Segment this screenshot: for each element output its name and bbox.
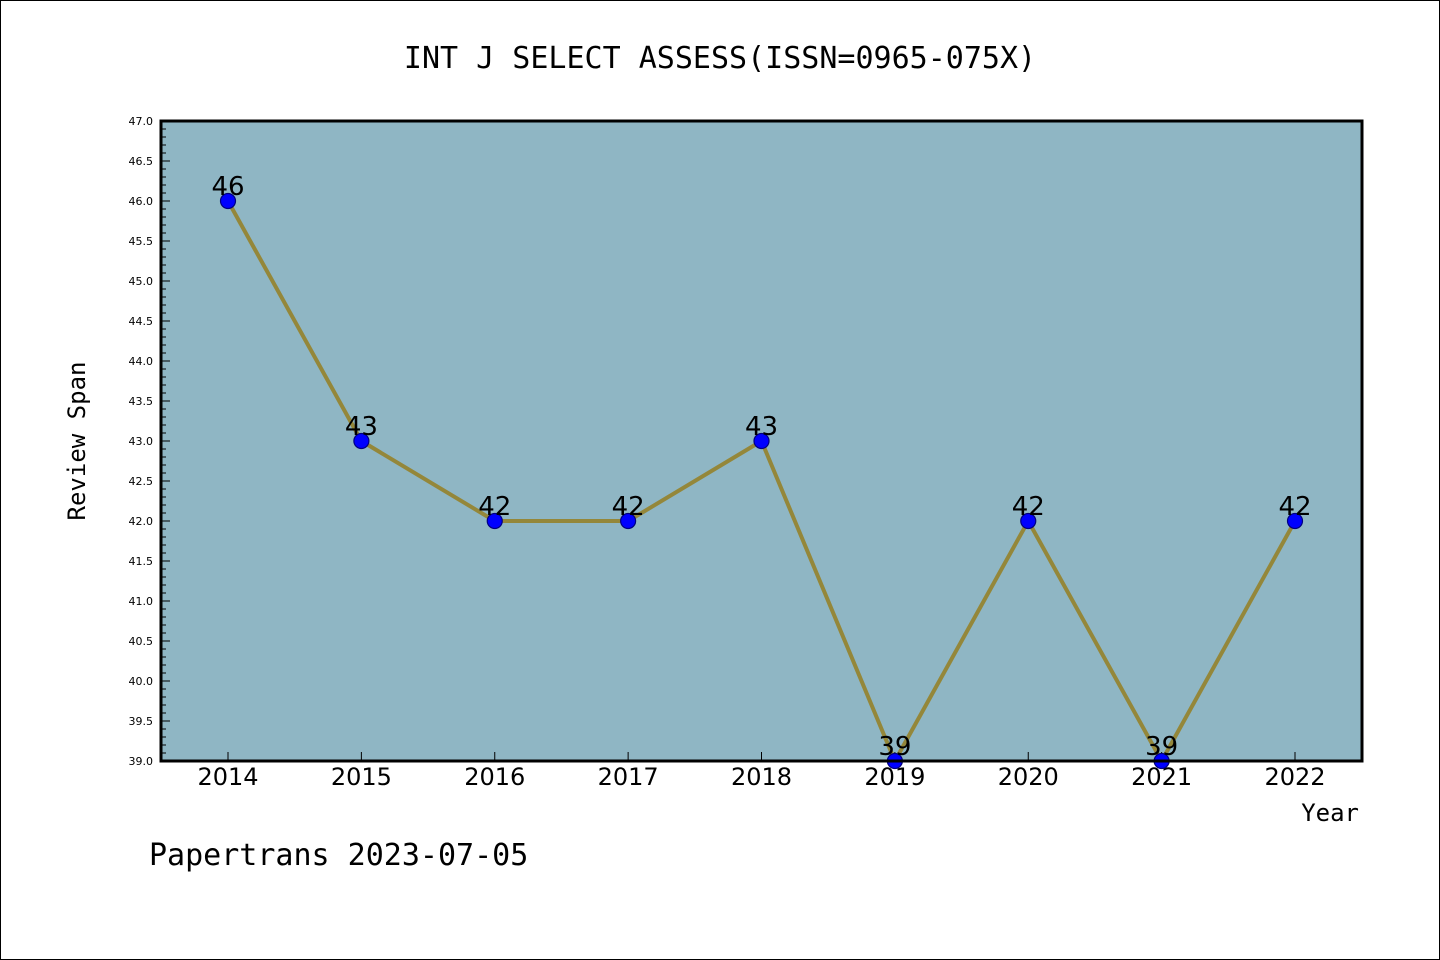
data-point [486,512,503,530]
y-tick-label: 40.0 [129,675,154,688]
y-tick-label: 47.0 [129,115,154,128]
y-tick-label: 39.5 [129,715,154,728]
x-tick-label: 2016 [464,763,525,791]
data-point [353,432,370,450]
plot-border [159,119,1364,763]
data-point [753,432,770,450]
chart-title: INT J SELECT ASSESS(ISSN=0965-075X) [404,41,1036,76]
data-labels: 46 43 42 42 43 39 42 39 42 [211,172,1311,762]
y-tick-label: 46.0 [129,195,154,208]
y-tick-label: 42.5 [129,475,154,488]
x-tick-label: 2015 [331,763,392,791]
y-tick-label: 43.5 [129,395,154,408]
data-label: 46 [211,172,244,202]
y-tick-label: 45.0 [129,275,154,288]
footer-credit: Papertrans 2023-07-05 [149,838,528,873]
x-tick-label: 2022 [1264,763,1325,791]
data-label: 43 [745,412,778,442]
x-tick-label: 2018 [731,763,792,791]
y-tick-label: 41.0 [129,595,154,608]
y-tick-label: 43.0 [129,435,154,448]
data-label: 39 [878,732,911,762]
x-tick-label: 2017 [598,763,659,791]
data-label: 43 [345,412,378,442]
y-tick-label: 42.0 [129,515,154,528]
y-axis-label: Review Span [63,362,91,521]
y-tick-label: 46.5 [129,155,154,168]
x-tick-label: 2014 [197,763,258,791]
y-tick-label: 44.0 [129,355,154,368]
x-axis-label: Year [1301,799,1359,827]
y-axis: 39.0 39.5 40.0 40.5 41.0 41.5 42.0 42.5 43.0 43.5… [129,115,170,768]
x-axis: 2014 2015 2016 2017 2018 2019 2020 2021 2022 [197,752,1326,791]
data-point [620,512,637,530]
y-tick-label: 45.5 [129,235,154,248]
data-point [1286,512,1304,530]
data-label: 42 [612,492,645,522]
data-label: 42 [1012,492,1045,522]
y-tick-label: 40.5 [129,635,154,648]
y-tick-label: 44.5 [129,315,154,328]
data-label: 42 [478,492,511,522]
y-tick-label: 41.5 [129,555,154,568]
data-point [219,192,237,210]
x-tick-label: 2020 [998,763,1059,791]
data-label: 42 [1278,492,1311,522]
data-point [1020,512,1037,530]
y-tick-label: 39.0 [129,755,154,768]
data-label: 39 [1145,732,1178,762]
